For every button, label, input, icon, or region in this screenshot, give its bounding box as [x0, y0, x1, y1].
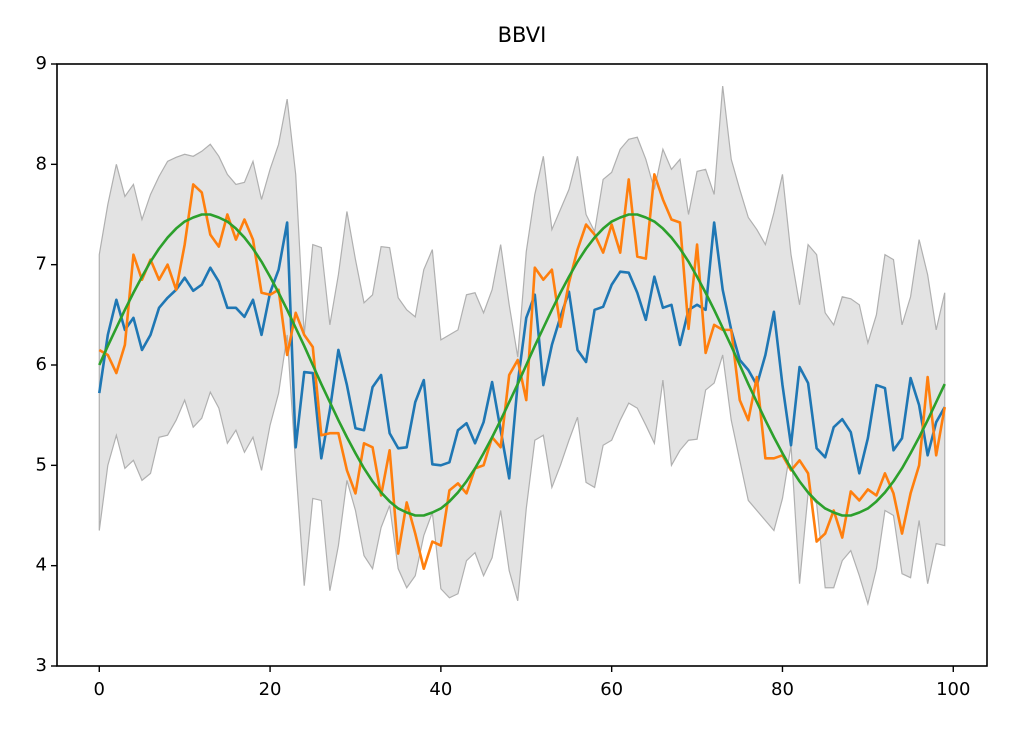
- y-tick-label: 9: [36, 53, 47, 74]
- y-tick-label: 5: [36, 454, 47, 475]
- y-tick-label: 4: [36, 555, 47, 576]
- x-tick-label: 80: [771, 679, 794, 700]
- series-line: [97, 221, 946, 480]
- x-tick-label: 0: [94, 679, 105, 700]
- y-tick-label: 6: [36, 354, 47, 375]
- x-tick-label: 40: [429, 679, 452, 700]
- x-tick-label: 20: [259, 679, 282, 700]
- y-tick-label: 8: [36, 153, 47, 174]
- x-tick-label: 60: [600, 679, 623, 700]
- y-tick-label: 3: [36, 655, 47, 676]
- chart-title: BBVI: [498, 23, 547, 47]
- series-line: [98, 213, 946, 517]
- x-tick-label: 100: [936, 679, 970, 700]
- series-line: [98, 173, 947, 570]
- y-tick-label: 7: [36, 254, 47, 275]
